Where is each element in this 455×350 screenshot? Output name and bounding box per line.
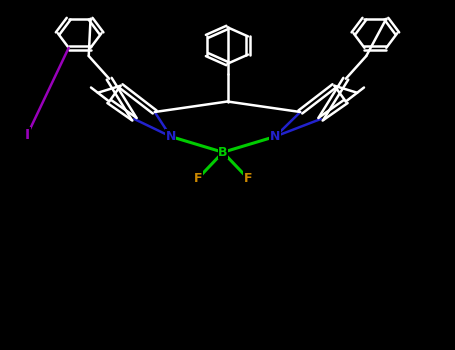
Text: F: F	[244, 172, 252, 185]
Text: B: B	[218, 146, 228, 159]
Text: F: F	[194, 172, 202, 185]
Text: N: N	[166, 130, 176, 143]
Text: I: I	[25, 128, 30, 142]
Text: N: N	[270, 130, 280, 143]
